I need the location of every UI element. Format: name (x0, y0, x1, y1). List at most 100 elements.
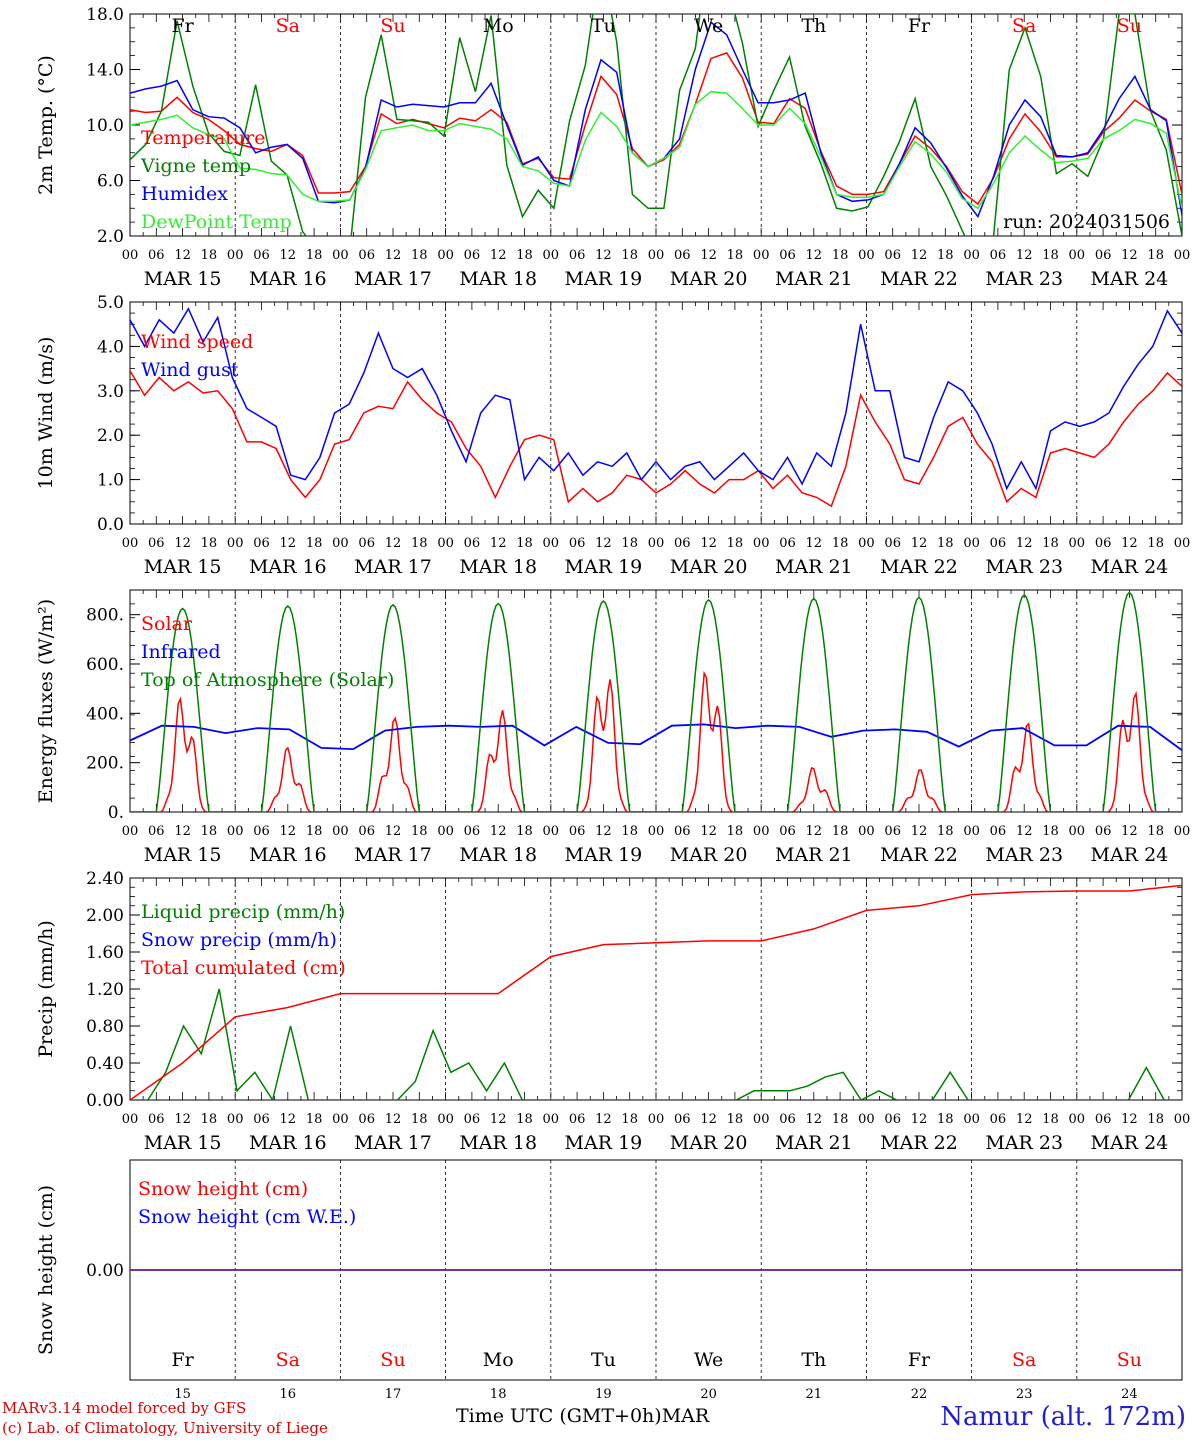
hour-tick-label: 00 (543, 1112, 560, 1127)
hour-tick-label: 12 (174, 824, 191, 839)
legend-entry: Infrared (141, 641, 221, 663)
hour-tick-label: 12 (806, 536, 823, 551)
hour-tick-label: 00 (1174, 536, 1191, 551)
hour-tick-label: 00 (1174, 1112, 1191, 1127)
lab-credit-line: (c) Lab. of Climatology, University of L… (2, 1419, 328, 1437)
hour-tick-label: 18 (832, 1112, 849, 1127)
date-label: MAR 19 (565, 268, 643, 290)
hour-tick-label: 18 (1042, 536, 1059, 551)
weekday-label-bottom: Su (380, 1349, 405, 1371)
hour-tick-label: 06 (464, 248, 481, 263)
y-tick-label: 14.0 (86, 61, 124, 81)
date-label: MAR 20 (670, 844, 748, 866)
y-axis-label: 10m Wind (m/s) (35, 337, 57, 490)
hour-tick-label: 12 (595, 824, 612, 839)
date-label: MAR 16 (249, 844, 327, 866)
hour-tick-label: 12 (490, 1112, 507, 1127)
hour-tick-label: 18 (727, 1112, 744, 1127)
hour-tick-label: 18 (937, 536, 954, 551)
hour-tick-label: 06 (148, 248, 165, 263)
date-label: MAR 22 (880, 1132, 958, 1154)
hour-tick-label: 12 (595, 536, 612, 551)
hour-tick-label: 00 (227, 1112, 244, 1127)
legend-entry: Wind gust (141, 359, 239, 381)
series-line (130, 988, 1182, 1100)
day-number-label: 17 (385, 1387, 402, 1402)
hour-tick-label: 00 (543, 824, 560, 839)
y-tick-label: 200. (86, 754, 124, 774)
hour-tick-label: 12 (174, 536, 191, 551)
weekday-label-bottom: Fr (908, 1349, 931, 1371)
hour-tick-label: 12 (1121, 248, 1138, 263)
hour-tick-label: 06 (464, 824, 481, 839)
hour-tick-label: 00 (332, 536, 349, 551)
hour-tick-label: 06 (253, 248, 270, 263)
weekday-label: Sa (1012, 15, 1036, 37)
x-axis-title: Time UTC (GMT+0h)MAR (456, 1405, 709, 1427)
hour-tick-label: 06 (779, 248, 796, 263)
hour-tick-label: 06 (253, 1112, 270, 1127)
hour-tick-label: 18 (1147, 824, 1164, 839)
series-line (130, 370, 1182, 508)
hour-tick-label: 18 (937, 248, 954, 263)
hour-tick-label: 06 (990, 1112, 1007, 1127)
hour-tick-label: 00 (753, 536, 770, 551)
hour-tick-label: 12 (911, 536, 928, 551)
date-label: MAR 15 (144, 1132, 222, 1154)
panel-1: 00 06 12 18 MAR 15 00 06 12 18 MAR 16 00 06 12 18 MAR … (35, 5, 1190, 290)
hour-tick-label: 12 (595, 248, 612, 263)
hour-tick-label: 18 (201, 536, 218, 551)
hour-tick-label: 06 (674, 824, 691, 839)
y-tick-label: 18.0 (86, 5, 124, 25)
hour-tick-label: 06 (1095, 1112, 1112, 1127)
hour-tick-label: 12 (280, 248, 297, 263)
hour-tick-label: 12 (700, 1112, 717, 1127)
weekday-label-bottom: Su (1117, 1349, 1142, 1371)
hour-tick-label: 00 (858, 1112, 875, 1127)
hour-tick-label: 06 (779, 1112, 796, 1127)
hour-tick-label: 18 (937, 824, 954, 839)
date-label: MAR 15 (144, 556, 222, 578)
day-number-label: 15 (174, 1387, 191, 1402)
hour-tick-label: 18 (1042, 1112, 1059, 1127)
date-label: MAR 23 (985, 1132, 1063, 1154)
hour-tick-label: 06 (464, 536, 481, 551)
day-number-label: 19 (595, 1387, 612, 1402)
hour-tick-label: 06 (569, 536, 586, 551)
series-group (130, 307, 1182, 508)
y-tick-label: 600. (86, 655, 124, 675)
hour-tick-label: 06 (358, 248, 375, 263)
hour-tick-label: 18 (411, 536, 428, 551)
hour-tick-label: 00 (122, 248, 139, 263)
date-label: MAR 16 (249, 556, 327, 578)
hour-tick-label: 00 (543, 248, 560, 263)
series-line (130, 591, 1182, 812)
hour-tick-label: 18 (1042, 824, 1059, 839)
weekday-label-bottom: Fr (171, 1349, 194, 1371)
date-label: MAR 15 (144, 268, 222, 290)
date-label: MAR 16 (249, 268, 327, 290)
hour-tick-label: 12 (911, 1112, 928, 1127)
date-label: MAR 21 (775, 844, 853, 866)
hour-tick-label: 12 (280, 536, 297, 551)
hour-tick-label: 00 (227, 536, 244, 551)
date-label: MAR 20 (670, 556, 748, 578)
weekday-label-bottom: Tu (591, 1349, 616, 1371)
hour-tick-label: 18 (832, 536, 849, 551)
hour-tick-label: 18 (411, 248, 428, 263)
date-label: MAR 17 (354, 1132, 432, 1154)
panel-5: 0.00 Snow height (cm) Snow height (cm) Snow… (35, 1159, 1183, 1381)
hour-tick-label: 12 (700, 824, 717, 839)
y-tick-label: 3.0 (97, 382, 124, 402)
hour-tick-label: 06 (884, 1112, 901, 1127)
weekday-label: Tu (591, 15, 616, 37)
hour-tick-label: 18 (516, 536, 533, 551)
hour-tick-label: 12 (911, 824, 928, 839)
date-label: MAR 19 (565, 844, 643, 866)
hour-tick-label: 12 (1121, 536, 1138, 551)
hour-tick-label: 18 (201, 1112, 218, 1127)
date-label: MAR 19 (565, 556, 643, 578)
hour-tick-label: 18 (201, 824, 218, 839)
hour-tick-label: 00 (753, 1112, 770, 1127)
hour-tick-label: 12 (385, 536, 402, 551)
